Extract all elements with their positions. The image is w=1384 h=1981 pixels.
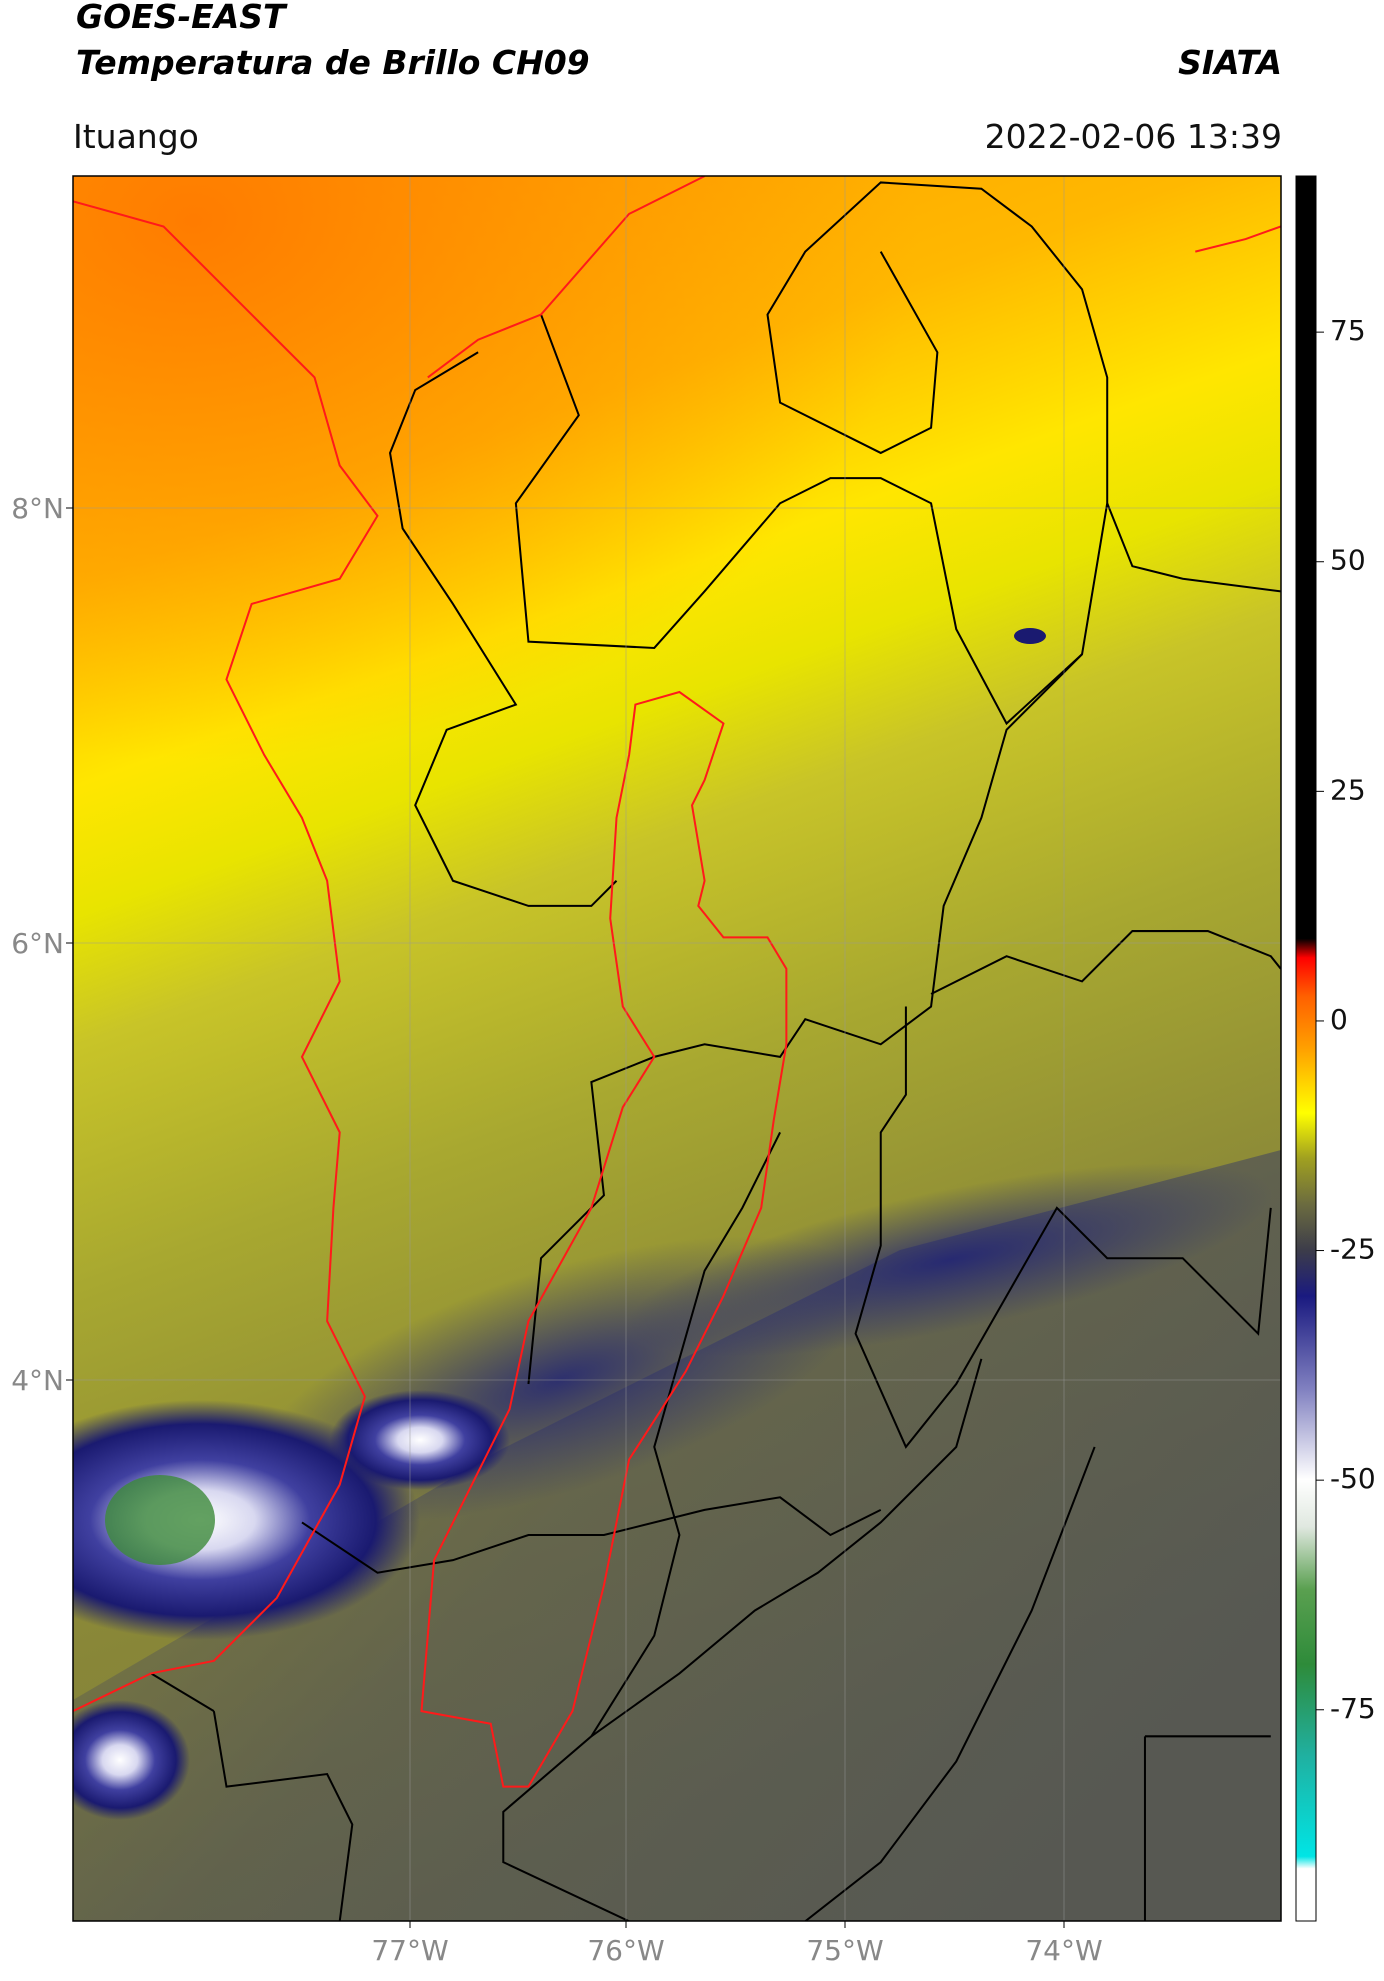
lat-label: 4°N: [11, 1364, 64, 1397]
subtitle: Temperatura de Brillo CH09: [76, 43, 590, 82]
colorbar: [1295, 175, 1317, 1922]
map: [73, 176, 1281, 1921]
source: SIATA: [1178, 43, 1282, 82]
lat-label: 8°N: [11, 492, 64, 525]
colorbar-tick-label: -75: [1330, 1692, 1376, 1725]
lon-label: 74°W: [1025, 1934, 1102, 1967]
graticule: [73, 176, 1281, 1921]
timestamp: 2022-02-06 13:39: [985, 117, 1282, 156]
colorbar-tick-label: 50: [1330, 544, 1366, 577]
colorbar-tick-label: -25: [1330, 1233, 1376, 1266]
lon-label: 76°W: [587, 1934, 664, 1967]
map-frame: [72, 175, 1282, 1922]
title: GOES-EAST: [76, 0, 288, 36]
map-axes: 8°N 6°N 4°N 77°W 76°W 75°W 74°W: [11, 492, 1102, 1967]
colorbar-tick-label: 0: [1330, 1003, 1348, 1036]
colorbar-tick-label: -50: [1330, 1462, 1376, 1495]
lat-label: 6°N: [11, 927, 64, 960]
colorbar-tick-label: 75: [1330, 314, 1366, 347]
lon-label: 75°W: [806, 1934, 883, 1967]
colorbar-ticks: 75 50 25 0 -25 -50 -75: [1316, 314, 1376, 1725]
location: Ituango: [73, 117, 199, 156]
lon-label: 77°W: [371, 1934, 448, 1967]
colorbar-tick-label: 25: [1330, 773, 1366, 806]
